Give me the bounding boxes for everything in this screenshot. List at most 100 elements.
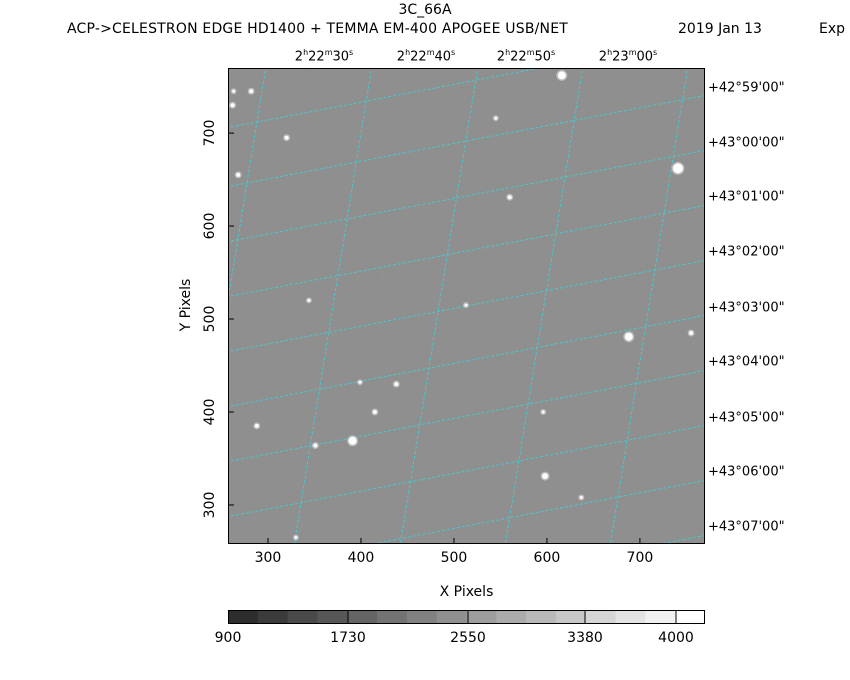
noise-speck [338, 416, 340, 418]
noise-speck [377, 456, 378, 458]
noise-speck [461, 263, 463, 265]
noise-speck [438, 109, 440, 110]
noise-speck [521, 273, 523, 275]
noise-speck [493, 338, 495, 339]
noise-speck [264, 305, 266, 307]
noise-speck [283, 406, 285, 408]
noise-speck [565, 400, 567, 402]
noise-speck [456, 265, 457, 267]
noise-speck [497, 358, 499, 360]
noise-speck [383, 308, 385, 310]
star [313, 443, 318, 448]
noise-speck [596, 418, 598, 420]
noise-speck [512, 136, 514, 138]
noise-speck [287, 445, 289, 447]
plot-frame [228, 68, 705, 544]
sky-image-plot[interactable] [228, 68, 705, 544]
noise-speck [689, 489, 691, 491]
dec-label: +43°07'00" [708, 519, 785, 535]
noise-speck [396, 220, 398, 222]
noise-speck [415, 394, 417, 396]
noise-speck [258, 237, 260, 239]
noise-speck [664, 327, 666, 329]
noise-speck [670, 477, 672, 479]
noise-speck [362, 149, 363, 151]
noise-speck [252, 235, 254, 237]
noise-speck [620, 268, 622, 270]
noise-speck [513, 256, 515, 258]
noise-speck [286, 223, 288, 224]
noise-speck [437, 467, 439, 469]
noise-speck [345, 245, 347, 247]
noise-speck [260, 156, 262, 158]
noise-speck [445, 331, 447, 333]
star [673, 163, 683, 174]
noise-speck [479, 268, 481, 270]
noise-speck [577, 144, 579, 146]
dec-grid-line [228, 259, 705, 353]
noise-speck [439, 329, 441, 331]
noise-speck [315, 467, 317, 469]
noise-speck [460, 151, 462, 153]
noise-speck [357, 349, 359, 351]
noise-speck [376, 507, 378, 509]
noise-speck [367, 142, 369, 144]
noise-speck [440, 178, 442, 180]
noise-speck [607, 397, 609, 399]
noise-speck [669, 181, 671, 183]
star [541, 410, 545, 414]
noise-speck [700, 122, 702, 124]
dec-label: +42°59'00" [708, 80, 785, 96]
noise-speck [390, 478, 392, 480]
noise-speck [264, 487, 266, 489]
noise-speck [261, 144, 263, 146]
ra-grid-line [228, 68, 267, 303]
noise-speck [426, 325, 428, 327]
noise-speck [610, 264, 612, 266]
noise-speck [438, 248, 440, 249]
noise-speck [484, 200, 486, 202]
noise-speck [264, 531, 265, 532]
noise-speck [390, 252, 392, 254]
noise-speck [312, 127, 314, 129]
ra-label: 2h23m00s [598, 48, 658, 65]
colorbar [228, 610, 705, 624]
noise-speck [694, 455, 696, 457]
colorbar-segment [555, 610, 587, 624]
noise-speck [508, 527, 510, 529]
noise-speck [660, 411, 662, 413]
ra-label: 2h22m50s [496, 48, 556, 65]
noise-speck [368, 453, 370, 455]
noise-speck [259, 257, 261, 259]
noise-speck [441, 249, 443, 250]
noise-speck [680, 250, 682, 251]
noise-speck [613, 449, 615, 451]
noise-speck [549, 208, 551, 210]
star [294, 536, 298, 539]
noise-speck [455, 534, 457, 536]
noise-speck [292, 174, 294, 176]
star [232, 89, 236, 93]
noise-speck [660, 390, 662, 392]
noise-speck [686, 484, 688, 486]
star [358, 380, 362, 384]
noise-speck [642, 177, 644, 179]
noise-speck [509, 224, 511, 226]
dec-label: +43°04'00" [708, 354, 785, 370]
noise-speck [568, 483, 570, 485]
noise-speck [671, 155, 673, 157]
noise-speck [256, 488, 258, 490]
noise-speck [582, 130, 584, 132]
noise-speck [265, 355, 267, 356]
noise-speck [269, 260, 271, 261]
noise-speck [523, 327, 525, 329]
noise-speck [274, 169, 276, 171]
star [579, 496, 583, 499]
noise-speck [575, 473, 577, 475]
noise-speck [242, 353, 244, 355]
exposure-label: Exp [819, 21, 846, 37]
star [557, 71, 566, 80]
y-axis-label: Y Pixels [178, 278, 194, 332]
noise-speck [539, 254, 541, 256]
noise-speck [541, 341, 543, 343]
